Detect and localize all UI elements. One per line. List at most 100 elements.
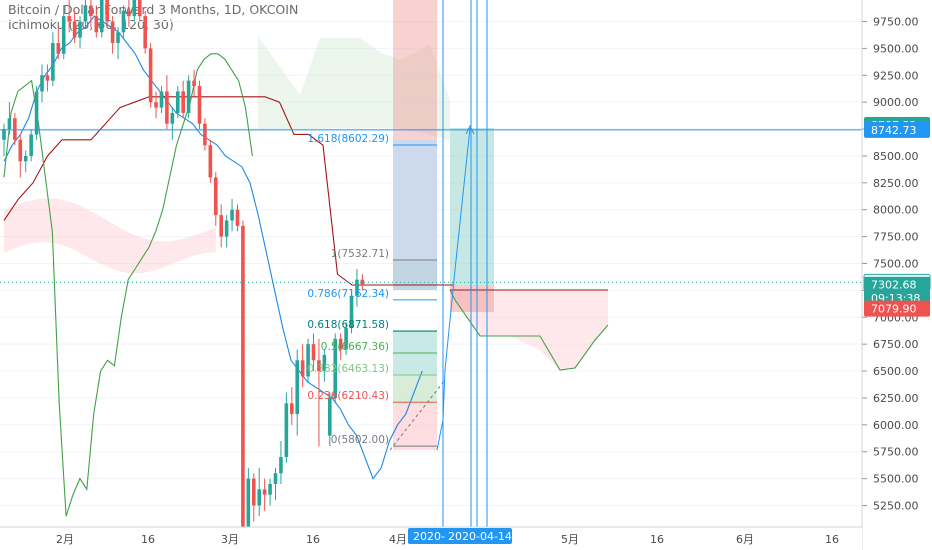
candle-body xyxy=(67,16,71,22)
candle-body xyxy=(61,16,66,54)
candle-body xyxy=(279,457,283,474)
candle-body xyxy=(116,32,120,44)
price-tag xyxy=(864,300,930,317)
time-axis-label: 6月 xyxy=(736,533,754,546)
candle-body xyxy=(268,483,272,495)
candle-body xyxy=(333,338,338,398)
candle-body xyxy=(213,177,218,216)
cloud-bullish xyxy=(258,36,450,140)
date-tag-bg xyxy=(408,528,512,544)
price-tag xyxy=(864,121,930,138)
candle-body xyxy=(360,279,365,286)
time-axis-label: 16 xyxy=(825,533,839,546)
candle-body xyxy=(289,403,294,415)
candle-body xyxy=(203,123,207,146)
candle-body xyxy=(72,21,77,38)
candle-body xyxy=(78,21,82,38)
candle-body xyxy=(34,91,39,135)
fib-zone-white xyxy=(393,290,437,330)
time-axis-label: 2月 xyxy=(56,533,74,546)
price-tick-label: 6750.00 xyxy=(873,338,919,351)
candle-body xyxy=(192,80,196,87)
candle-body xyxy=(165,91,169,124)
time-axis-label: 16 xyxy=(650,533,664,546)
time-axis-label: 16 xyxy=(306,533,320,546)
candle-body xyxy=(230,209,234,221)
candle-body xyxy=(56,43,61,54)
time-axis: 2月163月164月165月166月162020-2020-04-14 xyxy=(0,526,862,550)
arrow-head xyxy=(465,124,475,135)
candle-body xyxy=(181,91,185,113)
time-axis-label: 3月 xyxy=(221,533,239,546)
candle-body xyxy=(295,360,300,415)
candle-body xyxy=(170,112,175,124)
fibonacci-retracement[interactable]: 1(7532.71) 1.618(8602.29) 0.786(7162.34) 0.… xyxy=(307,133,446,451)
candle-body xyxy=(344,328,348,350)
fib-level-label: 0.786(7162.34) xyxy=(307,288,389,300)
candle-body xyxy=(273,473,278,484)
price-tick-label: 5500.00 xyxy=(873,473,919,486)
candle-body xyxy=(137,0,142,17)
price-tick-label: 7750.00 xyxy=(873,231,919,244)
candle-body xyxy=(349,295,354,329)
candle-body xyxy=(311,344,316,361)
candle-body xyxy=(148,48,153,103)
price-tick-label: 5250.00 xyxy=(873,499,919,512)
candle-body xyxy=(127,10,131,17)
candle-body xyxy=(317,360,321,372)
candlestick-series xyxy=(2,0,365,550)
candle-body xyxy=(159,91,164,108)
price-tick-label: 7500.00 xyxy=(873,258,919,271)
candle-body xyxy=(143,16,147,49)
candle-body xyxy=(300,360,305,377)
fib-zone-red xyxy=(393,405,437,450)
fib-level-label: 0.618(6871.58) xyxy=(307,319,389,331)
candle-body xyxy=(219,215,223,237)
fib-level-label: 0.382(6463.13) xyxy=(307,363,389,375)
price-tag-label: 8742.73 xyxy=(871,124,917,137)
price-axis: 9750.009500.009250.009000.008750.008500.… xyxy=(861,0,932,550)
candle-body xyxy=(13,118,17,140)
overlay-drawings xyxy=(0,0,862,527)
candle-body xyxy=(208,145,213,178)
price-tick-label: 8000.00 xyxy=(873,204,919,217)
price-axis-bg xyxy=(862,0,932,527)
base-line xyxy=(3,96,454,286)
projection-path xyxy=(436,127,471,451)
chart-title: Bitcoin / Dollar Forward 3 Months, 1D, O… xyxy=(8,2,299,17)
date-tag-end: 2020-04-14 xyxy=(448,530,512,543)
fib-zone-teal xyxy=(393,330,437,375)
fib-level-label: 1.618(8602.29) xyxy=(307,133,389,145)
cloud-bearish-left xyxy=(4,198,216,274)
time-axis-label: 4月 xyxy=(389,533,407,546)
candle-body xyxy=(29,134,33,156)
candle-body xyxy=(235,209,240,226)
candle-body xyxy=(2,129,6,140)
candle-body xyxy=(241,225,245,533)
price-tag-label: 7302.68 xyxy=(871,279,917,292)
price-tick-label: 9500.00 xyxy=(873,42,919,55)
time-axis-label: 16 xyxy=(141,533,155,546)
time-axis-label: 5月 xyxy=(561,533,579,546)
price-tag-label: 7079.90 xyxy=(871,303,917,316)
price-tick-label: 6000.00 xyxy=(873,419,919,432)
candle-body xyxy=(121,10,126,33)
candle-body xyxy=(83,5,88,22)
price-tick-label: 6250.00 xyxy=(873,392,919,405)
candle-body xyxy=(284,403,289,458)
candle-body xyxy=(105,0,109,22)
price-tick-label: 6500.00 xyxy=(873,365,919,378)
fib-level-label: 0.236(6210.43) xyxy=(307,390,389,402)
indicator-lines xyxy=(3,15,609,517)
fib-level-label: 1(7532.71) xyxy=(331,248,389,260)
candle-body xyxy=(322,354,327,372)
price-tick-label: 8500.00 xyxy=(873,150,919,163)
candle-body xyxy=(110,21,115,44)
fib-level-label: 0(5802.00) xyxy=(331,434,389,446)
candle-body xyxy=(186,80,191,113)
ichimoku-cloud xyxy=(0,21,862,506)
candle-body xyxy=(132,0,137,17)
candle-body xyxy=(246,478,251,533)
candle-body xyxy=(257,489,262,506)
